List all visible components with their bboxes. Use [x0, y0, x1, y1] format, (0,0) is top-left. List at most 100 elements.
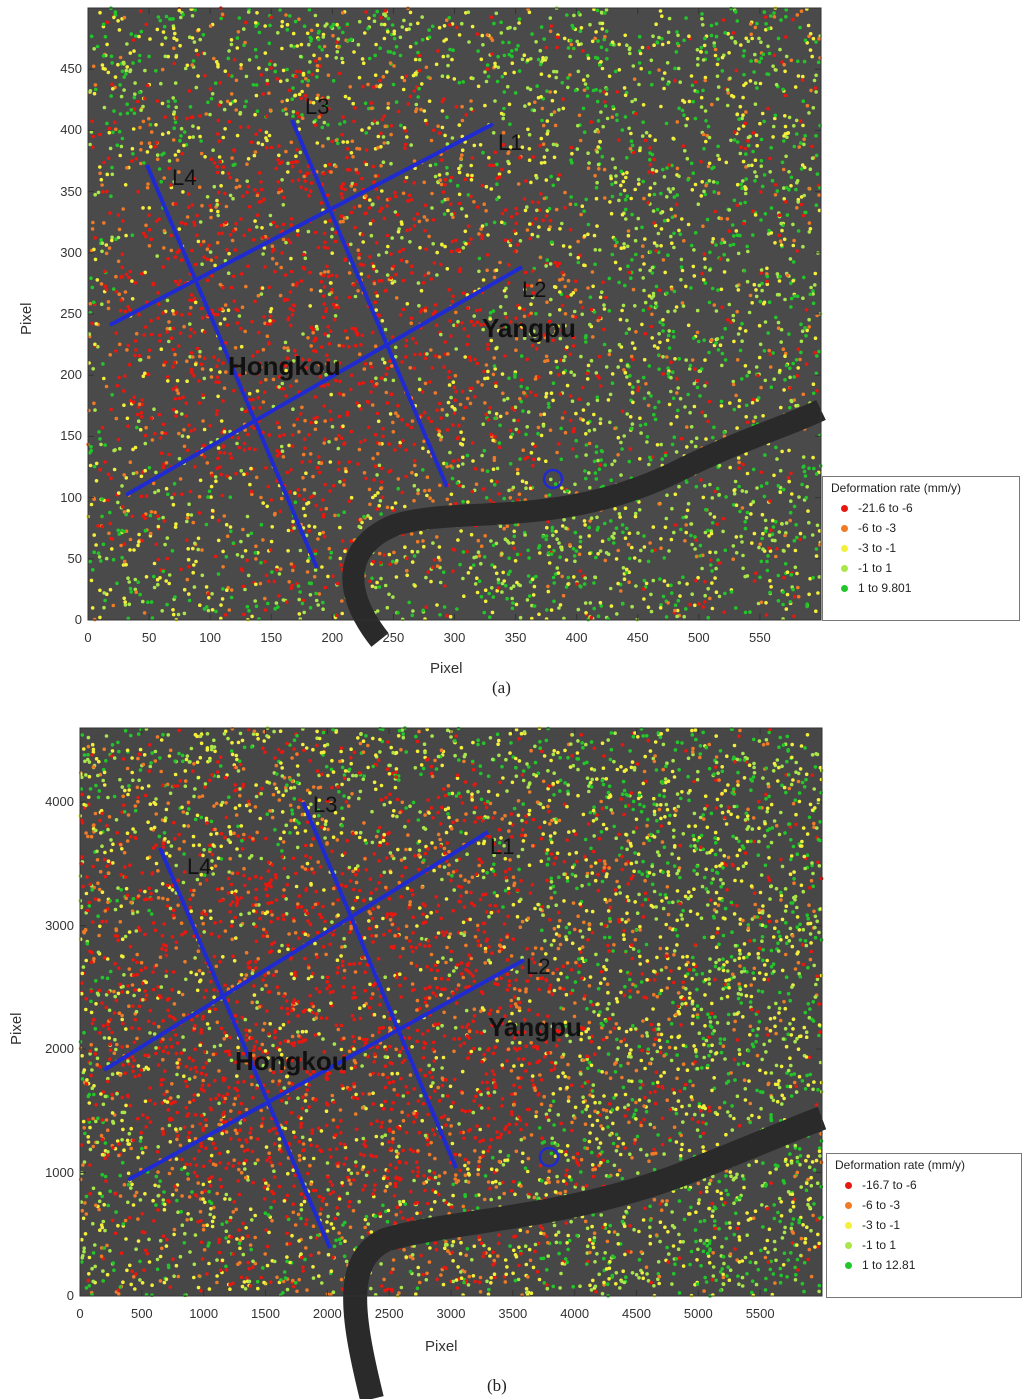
deformation-point [539, 412, 543, 417]
deformation-point [289, 43, 294, 48]
deformation-point [243, 549, 248, 553]
deformation-point [206, 608, 211, 613]
deformation-point [638, 457, 642, 461]
deformation-point [404, 74, 409, 79]
deformation-point [592, 581, 596, 585]
deformation-point [783, 297, 787, 302]
deformation-point [518, 615, 523, 620]
deformation-point [484, 412, 489, 417]
deformation-point [560, 277, 565, 281]
deformation-point [331, 574, 335, 578]
deformation-point [112, 467, 117, 472]
deformation-point [769, 146, 773, 150]
deformation-point [255, 193, 260, 198]
deformation-point [661, 329, 665, 333]
deformation-point [187, 35, 192, 39]
deformation-point [339, 192, 344, 196]
deformation-point [273, 69, 278, 74]
deformation-point [285, 78, 289, 83]
deformation-point [317, 470, 322, 475]
deformation-point [289, 217, 294, 221]
deformation-point [386, 141, 390, 145]
deformation-point [182, 324, 186, 329]
deformation-point [254, 225, 259, 229]
deformation-point [163, 360, 168, 365]
deformation-point [745, 244, 749, 249]
deformation-point [691, 171, 696, 175]
deformation-point [714, 22, 719, 26]
deformation-point [775, 272, 780, 276]
deformation-point [225, 99, 230, 104]
deformation-point [253, 599, 257, 603]
deformation-point [671, 329, 676, 334]
deformation-point [548, 29, 553, 34]
deformation-point [695, 330, 700, 335]
deformation-point [666, 30, 671, 35]
deformation-point [736, 332, 741, 336]
deformation-point [214, 60, 219, 64]
deformation-point [775, 457, 779, 461]
deformation-point [716, 144, 720, 149]
deformation-point [755, 21, 759, 26]
deformation-point [690, 188, 695, 192]
deformation-point [404, 556, 409, 560]
deformation-point [539, 25, 544, 29]
deformation-point [531, 442, 535, 446]
deformation-point [775, 189, 780, 193]
deformation-point [404, 175, 409, 180]
deformation-point [161, 311, 165, 315]
deformation-point [243, 409, 248, 414]
deformation-point [423, 381, 428, 386]
deformation-point [173, 81, 178, 85]
deformation-point [133, 281, 138, 285]
deformation-point [210, 515, 215, 519]
deformation-point [416, 50, 420, 55]
deformation-point [143, 270, 147, 275]
deformation-point [487, 591, 492, 596]
deformation-point [189, 305, 193, 310]
deformation-point [296, 584, 301, 588]
deformation-point [607, 276, 612, 281]
deformation-point [774, 82, 779, 87]
deformation-point [326, 334, 331, 338]
deformation-point [525, 357, 529, 362]
deformation-point [745, 420, 750, 425]
deformation-point [569, 42, 574, 47]
deformation-point [389, 161, 393, 166]
deformation-point [750, 163, 754, 168]
deformation-point [179, 15, 183, 20]
deformation-point [316, 537, 320, 541]
deformation-point [507, 40, 511, 45]
deformation-point [458, 267, 462, 271]
deformation-point [723, 31, 727, 35]
deformation-point [409, 143, 414, 147]
deformation-point [321, 273, 326, 278]
deformation-point [619, 473, 623, 477]
deformation-point [492, 482, 497, 487]
deformation-point [653, 548, 657, 552]
deformation-point [670, 591, 674, 595]
deformation-point [643, 138, 648, 143]
deformation-point [426, 271, 431, 275]
deformation-point [461, 246, 466, 250]
deformation-point [733, 40, 737, 44]
deformation-point [767, 348, 771, 353]
deformation-point [443, 133, 447, 138]
deformation-point [645, 440, 649, 444]
deformation-point [773, 193, 778, 197]
deformation-point [259, 187, 264, 192]
deformation-point [298, 412, 303, 416]
deformation-point [656, 346, 660, 350]
deformation-point [398, 249, 402, 254]
deformation-point [519, 378, 524, 382]
deformation-point [442, 605, 447, 609]
deformation-point [710, 102, 714, 107]
deformation-point [261, 235, 265, 240]
deformation-point [149, 145, 153, 149]
deformation-point [720, 335, 724, 340]
deformation-point [379, 576, 383, 581]
deformation-point [253, 21, 258, 25]
deformation-point [530, 577, 535, 582]
deformation-point [113, 448, 117, 452]
deformation-point [190, 63, 194, 67]
